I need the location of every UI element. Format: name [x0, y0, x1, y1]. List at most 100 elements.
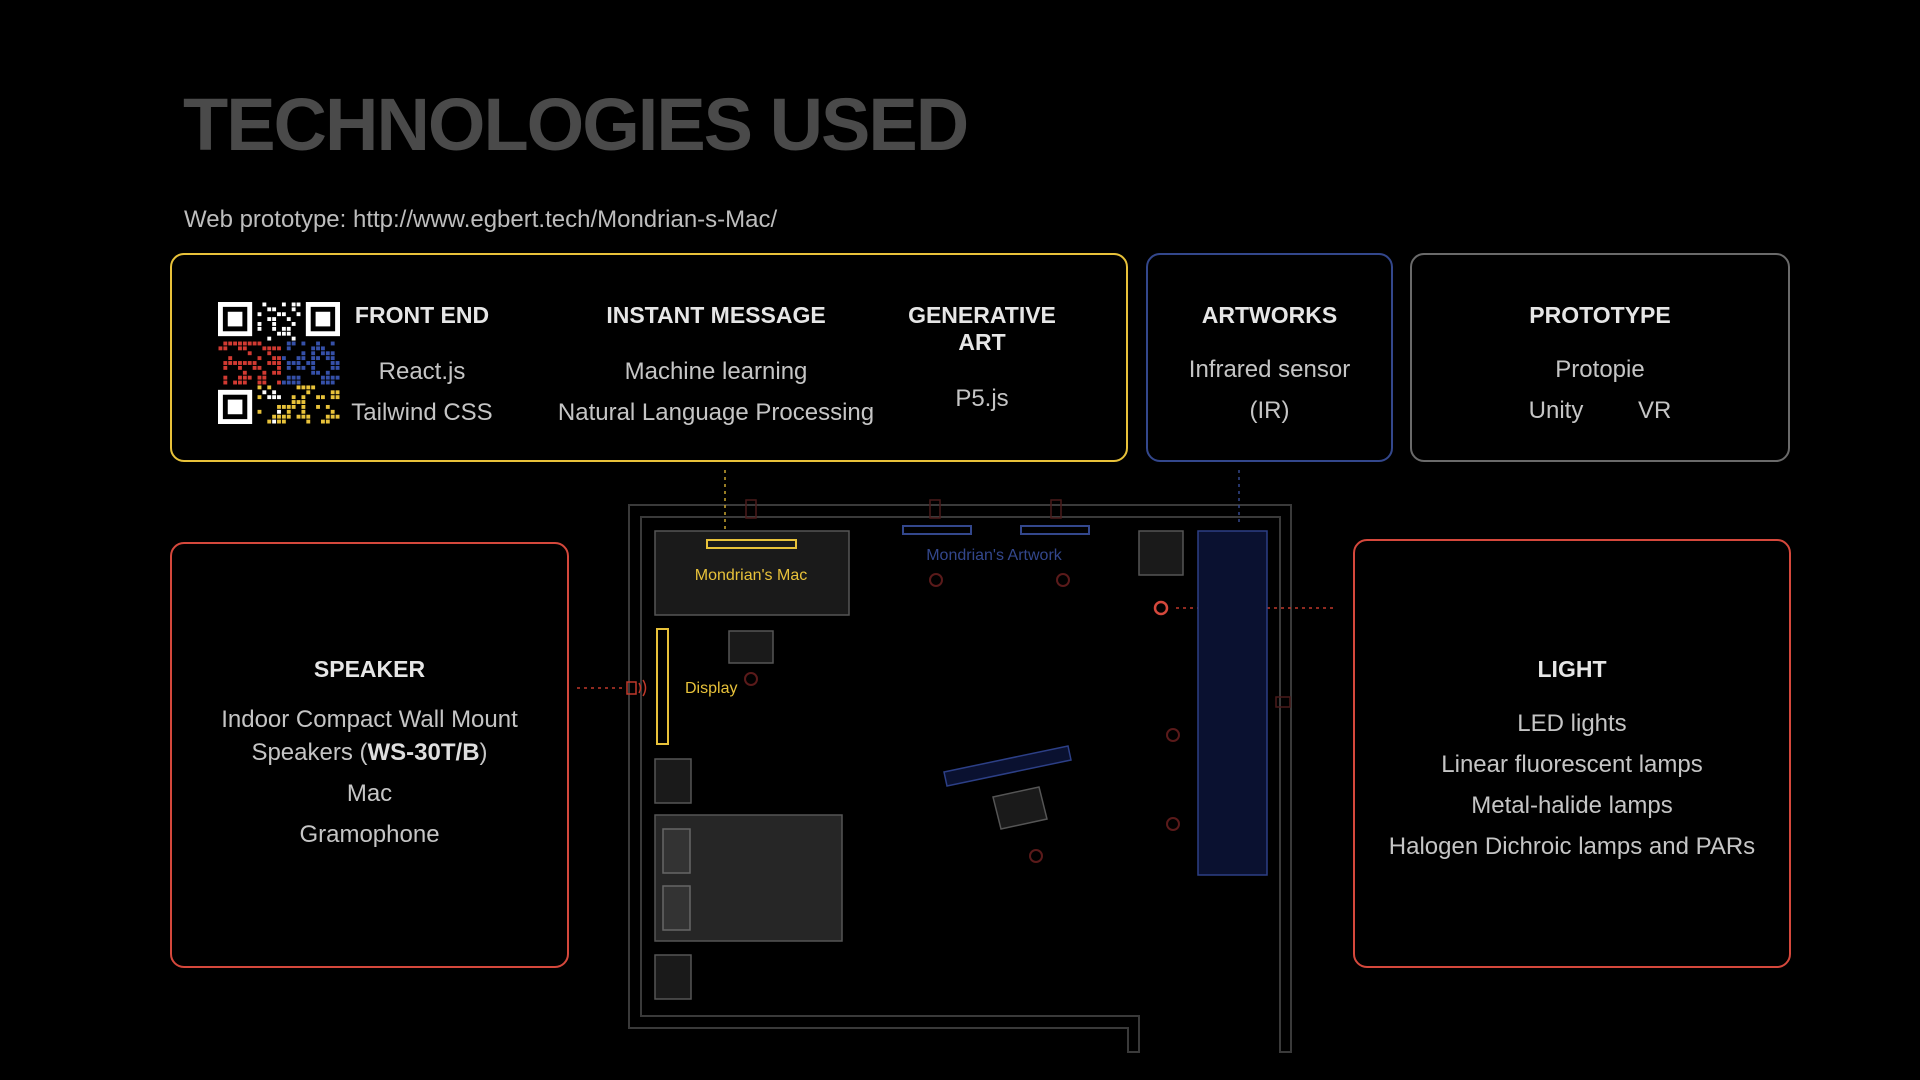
- light-item: Linear fluorescent lamps: [1441, 751, 1703, 778]
- technology-card: FRONT END React.js Tailwind CSS INSTANT …: [170, 253, 1128, 462]
- qr-module: [257, 322, 262, 326]
- qr-module: [286, 326, 291, 331]
- qr-module: [296, 380, 301, 385]
- speaker-model: WS-30T/B: [367, 739, 480, 766]
- qr-module: [296, 365, 301, 370]
- instant-message-item: Natural Language Processing: [557, 399, 875, 426]
- qr-module: [257, 409, 262, 414]
- qr-module: [286, 404, 291, 409]
- qr-module: [242, 375, 247, 380]
- prototype-column: PROTOTYPE Protopie Unity VR: [1412, 302, 1788, 431]
- qr-module: [233, 361, 238, 365]
- qr-module: [277, 380, 281, 385]
- web-prototype-link[interactable]: Web prototype: http://www.egbert.tech/Mo…: [184, 206, 778, 233]
- qr-module: [238, 375, 242, 380]
- artworks-card: ARTWORKS Infrared sensor (IR): [1146, 253, 1393, 462]
- qr-module: [316, 356, 320, 361]
- qr-module: [325, 351, 330, 356]
- qr-module: [325, 419, 330, 424]
- qr-module: [228, 341, 233, 346]
- qr-module: [238, 341, 242, 346]
- qr-module: [291, 375, 296, 380]
- qr-module: [281, 331, 286, 336]
- generative-art-item: P5.js: [955, 385, 1009, 412]
- qr-module: [223, 346, 228, 351]
- qr-module: [325, 380, 330, 385]
- cabinet: [654, 758, 692, 804]
- instant-message-item: Machine learning: [624, 358, 808, 385]
- speaker-icon: [626, 679, 647, 697]
- page-title: TECHNOLOGIES USED: [183, 83, 969, 166]
- qr-module: [281, 419, 286, 424]
- speaker-item-text: Indoor Compact Wall Mount Speakers (: [221, 706, 518, 766]
- qr-module: [316, 341, 320, 346]
- qr-module: [330, 351, 335, 356]
- qr-module: [277, 356, 281, 361]
- speaker-card: SPEAKER Indoor Compact Wall Mount Speake…: [170, 542, 569, 968]
- qr-module: [325, 414, 330, 419]
- qr-code-icon[interactable]: [218, 302, 340, 424]
- qr-finder: [305, 302, 340, 337]
- qr-module: [257, 385, 262, 390]
- light-marker-icon: [1166, 817, 1180, 831]
- qr-module: [281, 414, 286, 419]
- qr-module: [311, 365, 316, 370]
- qr-module: [257, 312, 262, 317]
- sensor-icon: [929, 499, 941, 519]
- qr-module: [257, 356, 262, 361]
- front-end-heading: FRONT END: [354, 302, 490, 328]
- qr-module: [306, 361, 311, 365]
- qr-module: [301, 414, 306, 419]
- qr-module: [252, 341, 257, 346]
- qr-module: [335, 395, 340, 400]
- qr-module: [277, 409, 281, 414]
- qr-module: [223, 380, 228, 385]
- qr-finder: [218, 302, 253, 337]
- qr-module: [247, 361, 252, 365]
- qr-module: [252, 365, 257, 370]
- qr-module: [281, 404, 286, 409]
- qr-module: [228, 356, 233, 361]
- qr-module: [330, 375, 335, 380]
- artwork-label: Mondrian's Artwork: [926, 547, 1063, 564]
- qr-module: [238, 346, 242, 351]
- qr-module: [281, 356, 286, 361]
- qr-module: [277, 365, 281, 370]
- qr-module: [257, 375, 262, 380]
- qr-module: [277, 312, 281, 317]
- display-label: Display: [685, 680, 737, 697]
- qr-module: [311, 361, 316, 365]
- cushion: [662, 828, 691, 874]
- qr-module: [242, 370, 247, 375]
- qr-module: [272, 322, 277, 326]
- prototype-item: Protopie: [1555, 356, 1645, 383]
- mac-desk: [654, 530, 850, 616]
- qr-module: [291, 341, 296, 346]
- qr-module: [267, 307, 272, 312]
- light-marker-icon: [1056, 573, 1070, 587]
- qr-module: [286, 409, 291, 414]
- prototype-item: VR: [1638, 397, 1672, 424]
- qr-module: [296, 400, 301, 404]
- qr-module: [301, 365, 306, 370]
- qr-module: [301, 404, 306, 409]
- qr-module: [281, 380, 286, 385]
- qr-module: [277, 419, 281, 424]
- qr-module: [335, 375, 340, 380]
- qr-module: [296, 414, 301, 419]
- light-marker-icon: [1029, 849, 1043, 863]
- prototype-heading: PROTOTYPE: [1529, 302, 1671, 328]
- qr-module: [325, 375, 330, 380]
- light-heading: LIGHT: [1537, 656, 1607, 682]
- qr-module: [223, 341, 228, 346]
- tall-artwork: [1197, 530, 1268, 876]
- qr-module: [272, 317, 277, 322]
- qr-module: [335, 361, 340, 365]
- qr-module: [281, 312, 286, 317]
- qr-module: [286, 331, 291, 336]
- qr-module: [238, 365, 242, 370]
- qr-module: [291, 395, 296, 400]
- qr-module: [325, 356, 330, 361]
- qr-module: [272, 326, 277, 331]
